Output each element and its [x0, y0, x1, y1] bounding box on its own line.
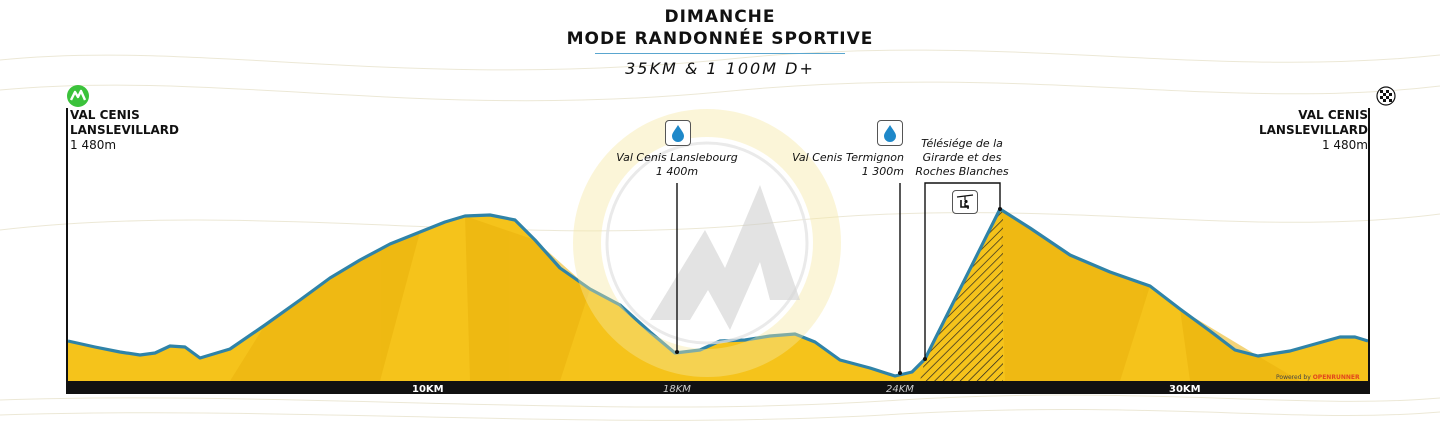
chairlift-name-line1: Télésiége de la	[921, 137, 1003, 150]
header: DIMANCHE MODE RANDONNÉE SPORTIVE 35KM & …	[0, 6, 1440, 79]
termignon-point	[898, 371, 902, 375]
finish-altitude: 1 480m	[1321, 138, 1368, 152]
chairlift-top-point	[998, 207, 1002, 211]
chairlift-label: Télésiége de la Girarde et des Roches Bl…	[906, 137, 1018, 179]
lanslebourg-point	[675, 350, 679, 354]
km-marker-10: 10KM	[412, 384, 444, 395]
profile-outline	[67, 207, 1369, 378]
lanslebourg-label: Val Cenis Lanslebourg 1 400m	[612, 151, 742, 179]
title-divider	[595, 53, 845, 54]
chairlift-bracket	[924, 182, 1001, 357]
start-name-line1: VAL CENIS	[70, 108, 140, 122]
lanslebourg-altitude: 1 400m	[655, 165, 699, 178]
day-title: DIMANCHE	[664, 7, 776, 27]
finish-location: VAL CENIS LANSLEVILLARD 1 480m	[1259, 108, 1368, 153]
powered-by: Powered by OPENRUNNER	[1276, 374, 1360, 381]
km-marker-18: 18KM	[663, 384, 691, 395]
km-marker-30: 30KM	[1169, 384, 1201, 395]
chairlift-name-line2: Girarde et des	[922, 151, 1002, 164]
mountain-logo-icon	[67, 85, 89, 107]
termignon-altitude: 1 300m	[861, 165, 904, 178]
chairlift-segment	[920, 209, 1003, 381]
water-drop-icon	[877, 120, 903, 146]
powered-prefix: Powered by	[1276, 374, 1311, 381]
start-altitude: 1 480m	[70, 138, 117, 152]
start-name-line2: LANSLEVILLARD	[70, 123, 179, 137]
chairlift-name-line3: Roches Blanches	[915, 165, 1009, 178]
finish-name-line1: VAL CENIS	[1298, 108, 1368, 122]
termignon-name: Val Cenis Termignon	[792, 151, 904, 164]
termignon-label: Val Cenis Termignon 1 300m	[786, 151, 904, 179]
profile-shading	[230, 209, 1300, 381]
km-marker-24: 24KM	[886, 384, 914, 395]
start-location: VAL CENIS LANSLEVILLARD 1 480m	[70, 108, 179, 153]
chairlift-icon	[952, 190, 978, 214]
lanslebourg-name: Val Cenis Lanslebourg	[616, 151, 738, 164]
finish-name-line2: LANSLEVILLARD	[1259, 123, 1368, 137]
mode-title: MODE RANDONNÉE SPORTIVE	[566, 29, 874, 49]
brand-watermark	[573, 109, 841, 377]
checkered-flag-icon	[1376, 86, 1396, 106]
distance-axis	[67, 381, 1369, 394]
openrunner-logo: OPENRUNNER	[1312, 374, 1360, 381]
chairlift-bottom-point	[923, 357, 927, 361]
distance-elevation: 35KM & 1 100M D+	[625, 59, 815, 78]
water-drop-icon	[665, 120, 691, 146]
